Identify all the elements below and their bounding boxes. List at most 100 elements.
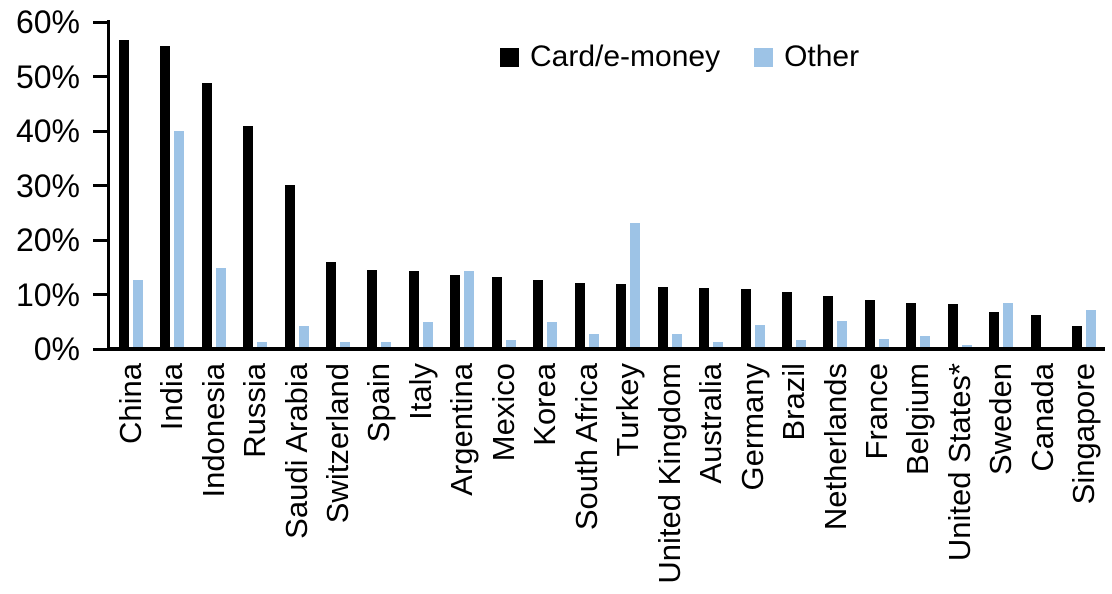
bar-group: [193, 20, 234, 347]
x-axis-label: Canada: [1024, 363, 1060, 472]
bar-group: [151, 20, 192, 347]
bar-other: [837, 321, 848, 347]
bar-other: [339, 342, 350, 347]
bar-group: [566, 20, 607, 347]
legend-label-other: Other: [784, 40, 860, 73]
bar-card-e-money: [160, 46, 171, 347]
bar-other: [671, 334, 682, 347]
bar-group: [110, 20, 151, 347]
bar-group: [442, 20, 483, 347]
bar-other: [961, 345, 972, 347]
bar-other: [754, 325, 765, 347]
bar-card-e-money: [118, 40, 129, 347]
bar-card-e-money: [823, 296, 834, 347]
y-axis-tick-label: 30%: [15, 167, 80, 204]
bar-group: [898, 20, 939, 347]
x-axis-label: Turkey: [610, 363, 646, 457]
bar-other: [878, 339, 889, 347]
bar-other: [505, 340, 516, 347]
bar-other: [215, 268, 226, 347]
bar-group: [856, 20, 897, 347]
x-axis-label: Netherlands: [817, 363, 853, 531]
bar-other: [422, 322, 433, 347]
bar-group: [317, 20, 358, 347]
y-axis-tick-label: 20%: [15, 222, 80, 258]
bar-group: [400, 20, 441, 347]
bar-card-e-money: [450, 275, 461, 347]
y-axis-tick: [93, 293, 108, 296]
y-axis-tick: [93, 184, 108, 187]
y-axis-tick: [93, 20, 108, 24]
x-axis-label: Australia: [693, 363, 729, 484]
x-axis-label: Germany: [734, 363, 770, 491]
y-axis-tick: [93, 347, 108, 351]
x-axis-label: Singapore: [1066, 363, 1102, 505]
y-axis-tick: [93, 238, 108, 242]
bar-group: [939, 20, 980, 347]
x-axis-label: Belgium: [900, 363, 936, 475]
bar-group: [234, 20, 275, 347]
bar-card-e-money: [533, 280, 544, 347]
bar-group: [649, 20, 690, 347]
x-axis-label: Saudi Arabia: [278, 363, 314, 539]
bar-group: [359, 20, 400, 347]
bar-card-e-money: [325, 262, 336, 347]
bar-card-e-money: [616, 284, 627, 347]
bar-card-e-money: [699, 288, 710, 347]
legend-item-card-emoney: Card/e-money: [500, 40, 720, 74]
bar-card-e-money: [864, 300, 875, 347]
bar-group: [1022, 20, 1063, 347]
y-axis-tick-label: 50%: [15, 58, 80, 95]
x-axis-label: Russia: [237, 363, 273, 458]
plot-area: [110, 20, 1105, 347]
bar-group: [483, 20, 524, 347]
bar-card-e-money: [947, 304, 958, 347]
bar-other: [132, 280, 143, 347]
x-axis-label: France: [858, 363, 894, 460]
y-axis-tick-label: 40%: [15, 113, 80, 149]
bar-group: [732, 20, 773, 347]
bar-group: [276, 20, 317, 347]
x-axis-label: Korea: [527, 363, 563, 446]
bar-other: [257, 342, 268, 347]
y-axis-line: [107, 20, 110, 350]
bar-card-e-money: [1030, 315, 1041, 347]
x-axis-label: Italy: [402, 363, 438, 420]
bar-group: [1063, 20, 1104, 347]
bar-other: [298, 326, 309, 347]
x-axis-label: Brazil: [776, 363, 812, 441]
bar-other: [381, 342, 392, 347]
bar-other: [713, 342, 724, 347]
x-axis-label: China: [112, 363, 148, 444]
x-axis-label: Spain: [361, 363, 397, 443]
x-axis-label: Switzerland: [320, 363, 356, 524]
bar-card-e-money: [989, 312, 1000, 347]
y-axis-tick-label: 0%: [33, 331, 80, 367]
bar-card-e-money: [906, 303, 917, 347]
bar-card-e-money: [284, 185, 295, 347]
bar-group: [525, 20, 566, 347]
bar-card-e-money: [1072, 326, 1083, 347]
bar-other: [795, 340, 806, 347]
bar-group: [773, 20, 814, 347]
bar-group: [981, 20, 1022, 347]
y-axis-tick: [93, 75, 108, 78]
x-axis-label: South Africa: [568, 363, 604, 531]
bar-other: [547, 322, 558, 347]
bar-other: [464, 271, 475, 347]
bar-card-e-money: [657, 287, 668, 347]
y-axis-tick-label: 10%: [15, 276, 80, 313]
bar-card-e-money: [781, 292, 792, 347]
y-axis-tick-label: 60%: [15, 4, 80, 40]
bar-card-e-money: [201, 83, 212, 347]
bar-card-e-money: [491, 277, 502, 347]
y-axis-tick: [93, 129, 108, 133]
bar-group: [607, 20, 648, 347]
x-axis-label: Sweden: [983, 363, 1019, 476]
bar-group: [815, 20, 856, 347]
bar-card-e-money: [740, 289, 751, 347]
x-axis-line: [107, 347, 1105, 351]
x-axis-label: United Kingdom: [651, 363, 687, 584]
legend-item-other: Other: [754, 40, 859, 74]
